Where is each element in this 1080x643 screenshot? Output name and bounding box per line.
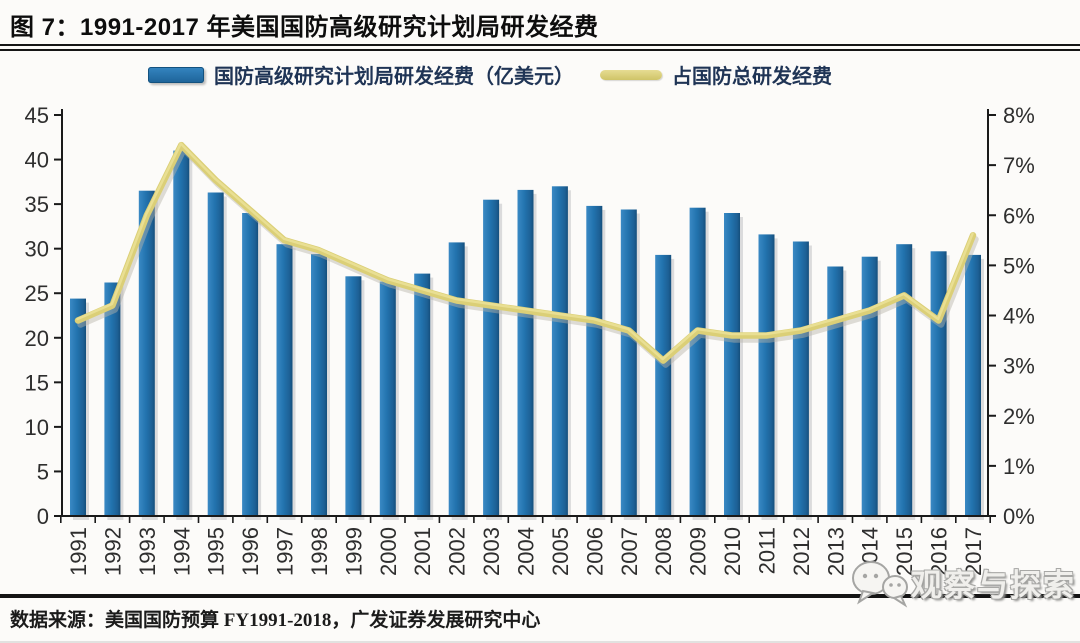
footer-divider bbox=[0, 594, 1080, 598]
bar-1994 bbox=[173, 150, 190, 516]
bar-series-label: 国防高级研究计划局研发经费（亿美元） bbox=[214, 66, 574, 88]
bar-1992 bbox=[104, 282, 121, 516]
left-axis-label: 0 bbox=[37, 504, 49, 529]
bar-2015 bbox=[896, 244, 913, 516]
x-label-1993: 1993 bbox=[135, 527, 160, 576]
right-axis-label: 4% bbox=[1003, 304, 1035, 329]
bar-2003 bbox=[483, 199, 500, 516]
chart-legend: 国防高级研究计划局研发经费（亿美元） 占国防总研发经费 bbox=[148, 60, 832, 89]
left-axis-label: 15 bbox=[25, 370, 49, 395]
x-label-1997: 1997 bbox=[273, 527, 298, 576]
bar-1993 bbox=[138, 190, 155, 516]
x-label-1998: 1998 bbox=[307, 527, 332, 576]
x-label-2016: 2016 bbox=[927, 527, 952, 576]
left-axis-label: 35 bbox=[25, 192, 49, 217]
watermark: 观察与探索 bbox=[849, 556, 1076, 608]
bar-2004 bbox=[517, 189, 534, 516]
bar-1997 bbox=[276, 244, 293, 516]
bar-2005 bbox=[551, 186, 568, 517]
line-series bbox=[74, 141, 979, 368]
right-axis-label: 2% bbox=[1003, 404, 1035, 429]
bar-2000 bbox=[379, 281, 396, 516]
bar-2006 bbox=[586, 205, 603, 516]
x-label-2002: 2002 bbox=[445, 527, 470, 576]
x-label-1994: 1994 bbox=[169, 527, 194, 576]
legend-item-line-series: 占国防总研发经费 bbox=[600, 60, 832, 89]
figure-title: 图 7：1991-2017 年美国国防高级研究计划局研发经费 bbox=[10, 14, 599, 41]
left-axis-label: 10 bbox=[25, 415, 49, 440]
bar-1999 bbox=[345, 276, 362, 516]
x-label-1992: 1992 bbox=[100, 527, 125, 576]
bar-2017 bbox=[965, 254, 981, 516]
left-axis-label: 5 bbox=[37, 459, 49, 484]
bar-2009 bbox=[689, 207, 706, 516]
right-axis-label: 7% bbox=[1003, 153, 1035, 178]
x-label-2005: 2005 bbox=[548, 527, 573, 576]
x-label-1991: 1991 bbox=[66, 527, 91, 576]
x-label-1999: 1999 bbox=[341, 527, 366, 576]
chat-bubbles-icon bbox=[852, 561, 908, 608]
watermark-text: 观察与探索 bbox=[911, 567, 1076, 603]
bar-2008 bbox=[655, 254, 672, 516]
right-axis-label: 3% bbox=[1003, 354, 1035, 379]
bar-series bbox=[70, 150, 984, 521]
x-label-1995: 1995 bbox=[204, 527, 229, 576]
data-source-note: 数据来源：美国国防预算 FY1991-2018，广发证券发展研究中心 bbox=[10, 610, 541, 631]
right-axis-label: 6% bbox=[1003, 203, 1035, 228]
x-label-2011: 2011 bbox=[755, 527, 780, 574]
title-divider bbox=[0, 44, 1080, 51]
line-series-swatch bbox=[600, 69, 662, 80]
axes: 4540353025201510508%7%6%5%4%3%2%1%0%1991… bbox=[25, 103, 1035, 576]
bar-1995 bbox=[207, 192, 224, 516]
right-axis-label: 5% bbox=[1003, 253, 1035, 278]
legend-item-bar-series: 国防高级研究计划局研发经费（亿美元） bbox=[148, 60, 574, 89]
left-axis-label: 25 bbox=[25, 281, 49, 306]
x-label-2015: 2015 bbox=[892, 527, 917, 576]
x-label-2001: 2001 bbox=[410, 527, 435, 576]
bar-2001 bbox=[414, 273, 431, 516]
bar-2012 bbox=[792, 241, 809, 516]
right-axis-label: 8% bbox=[1003, 103, 1035, 128]
x-label-1996: 1996 bbox=[238, 527, 263, 576]
right-axis-label: 1% bbox=[1003, 454, 1035, 479]
x-label-2013: 2013 bbox=[823, 527, 848, 576]
left-axis-label: 40 bbox=[25, 148, 49, 173]
left-axis-label: 45 bbox=[25, 103, 49, 128]
bar-1996 bbox=[242, 213, 259, 516]
left-axis-label: 30 bbox=[25, 237, 49, 262]
bar-2002 bbox=[448, 242, 465, 516]
bar-2013 bbox=[827, 266, 844, 516]
x-label-2006: 2006 bbox=[582, 527, 607, 576]
x-label-2003: 2003 bbox=[479, 527, 504, 576]
combo-chart: 4540353025201510508%7%6%5%4%3%2%1%0%1991… bbox=[25, 103, 1035, 576]
x-label-2017: 2017 bbox=[961, 527, 986, 576]
bar-1991 bbox=[70, 298, 86, 516]
bar-2011 bbox=[758, 234, 775, 516]
x-label-2008: 2008 bbox=[651, 527, 676, 576]
bar-1998 bbox=[311, 254, 327, 516]
bar-2010 bbox=[724, 213, 740, 516]
right-axis-label: 0% bbox=[1003, 504, 1035, 529]
line-highlight bbox=[76, 142, 974, 361]
x-label-2007: 2007 bbox=[617, 527, 642, 576]
bar-2016 bbox=[930, 251, 947, 517]
bar-series-swatch bbox=[148, 66, 204, 83]
x-label-2000: 2000 bbox=[376, 527, 401, 576]
x-label-2009: 2009 bbox=[686, 527, 711, 576]
bar-2007 bbox=[620, 209, 637, 516]
line-series-label: 占国防总研发经费 bbox=[672, 66, 832, 88]
bar-2014 bbox=[861, 256, 878, 516]
x-label-2004: 2004 bbox=[514, 527, 539, 576]
x-label-2012: 2012 bbox=[789, 527, 814, 576]
x-label-2010: 2010 bbox=[720, 527, 745, 576]
left-axis-label: 20 bbox=[25, 326, 49, 351]
